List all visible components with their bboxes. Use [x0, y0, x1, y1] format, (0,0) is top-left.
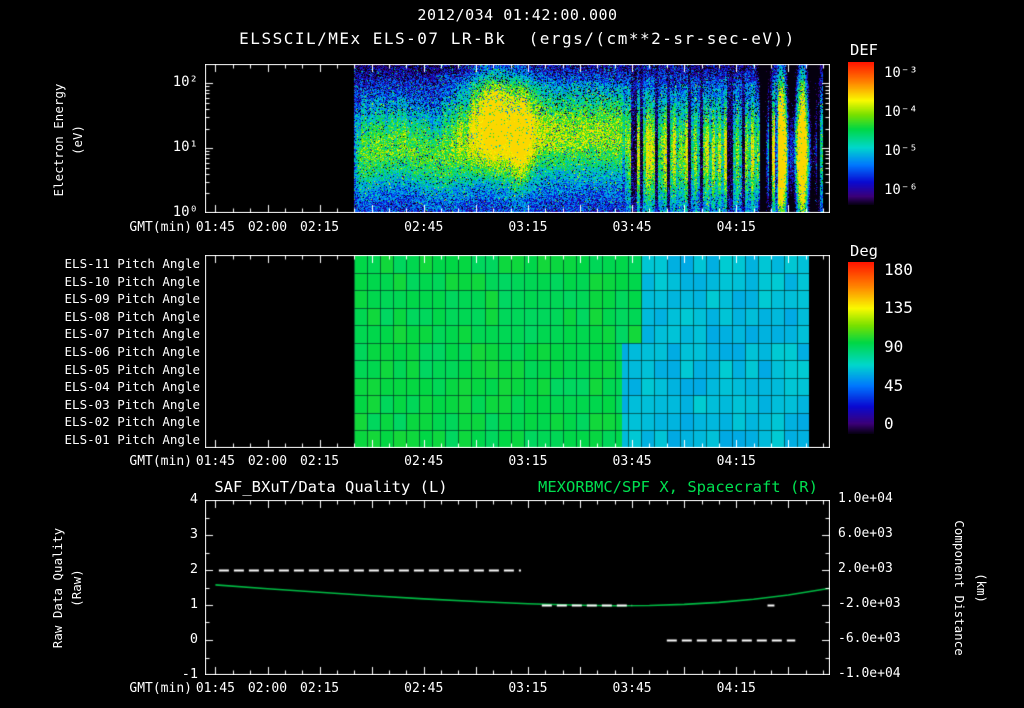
title-datetime: 2012/034 01:42:00.000 [417, 6, 618, 24]
x-tick-label: 03:45 [612, 220, 652, 235]
distance-tick-label: -1.0e+04 [838, 666, 901, 681]
quality-tick-label: 2 [189, 561, 198, 577]
pitch-row-label: ELS-07 Pitch Angle [64, 326, 200, 342]
title-instrument: ELSSCIL/MEx ELS-07 LR-Bk (ergs/(cm**2-sr… [239, 29, 796, 48]
def-colorbar-tick-label: 10⁻³ [884, 64, 918, 81]
x-tick-label: 03:45 [612, 681, 652, 696]
deg-colorbar-tick-label: 90 [884, 337, 904, 356]
pitch-row-label: ELS-03 Pitch Angle [64, 396, 200, 412]
pitch-row-label: ELS-06 Pitch Angle [64, 344, 200, 359]
def-colorbar-tick-label: 10⁻⁴ [884, 103, 918, 120]
x-tick-label: 03:15 [508, 454, 548, 469]
pitch-row-label: ELS-10 Pitch Angle [64, 273, 200, 289]
distance-tick-label: 2.0e+03 [838, 561, 893, 576]
colorbar-deg-title: Deg [850, 242, 878, 260]
y-axis-label-raw-data-quality: Raw Data Quality [49, 527, 65, 649]
x-tick-label: 03:15 [508, 220, 548, 235]
energy-tick-label: 10² [172, 74, 198, 91]
pitch-row-label: ELS-02 Pitch Angle [64, 414, 200, 430]
x-tick-label: 02:00 [247, 454, 288, 469]
y-axis-label-ev-units: (eV) [69, 124, 85, 156]
y-axis-label-electron-energy: Electron Energy [50, 83, 66, 197]
deg-colorbar [848, 262, 874, 434]
pitch-row-label: ELS-11 Pitch Angle [64, 256, 200, 272]
energy-tick-label: 10⁰ [172, 204, 198, 220]
x-tick-label: 03:15 [508, 681, 548, 696]
deg-colorbar-tick-label: 0 [884, 414, 894, 434]
pitch-row-label: ELS-05 Pitch Angle [64, 361, 200, 377]
x-tick-label: 02:00 [247, 220, 288, 235]
quality-tick-label: 4 [189, 491, 198, 507]
bottom-left-title: SAF_BXuT/Data Quality (L) [214, 478, 448, 496]
gmt-axis-label: GMT(min) [129, 220, 192, 235]
x-tick-label: 04:15 [716, 220, 756, 235]
y-axis-label-raw-units: (Raw) [68, 569, 84, 607]
quality-tick-label: 3 [189, 526, 198, 542]
distance-tick-label: -2.0e+03 [838, 596, 901, 611]
deg-colorbar-tick-label: 135 [884, 298, 913, 318]
quality-tick-label: 1 [189, 596, 198, 612]
deg-colorbar-tick-label: 45 [884, 375, 904, 395]
pitch-row-label: ELS-09 Pitch Angle [64, 291, 200, 307]
x-tick-label: 01:45 [195, 681, 235, 696]
x-tick-label: 01:45 [195, 454, 235, 469]
x-tick-label: 01:45 [195, 220, 235, 235]
x-tick-label: 02:15 [300, 454, 340, 469]
distance-tick-label: 6.0e+03 [838, 526, 893, 541]
x-tick-label: 04:15 [716, 681, 756, 696]
electron-energy-spectrogram [205, 64, 830, 213]
pitch-row-label: ELS-01 Pitch Angle [64, 431, 200, 447]
y-axis-label-km-units: (km) [974, 572, 990, 604]
gmt-axis-label: GMT(min) [129, 681, 192, 696]
x-tick-label: 03:45 [612, 454, 652, 469]
x-tick-label: 04:15 [716, 454, 756, 469]
x-tick-label: 02:15 [300, 220, 340, 235]
y-axis-label-component-distance: Component Distance [952, 520, 968, 656]
def-colorbar [848, 62, 874, 205]
def-colorbar-tick-label: 10⁻⁶ [884, 182, 918, 199]
quality-tick-label: -1 [181, 666, 198, 682]
distance-tick-label: -6.0e+03 [838, 631, 901, 646]
pitch-row-label: ELS-08 Pitch Angle [64, 308, 200, 324]
pitch-row-label: ELS-04 Pitch Angle [64, 379, 200, 395]
x-tick-label: 02:15 [300, 681, 340, 696]
x-tick-label: 02:45 [404, 220, 444, 235]
distance-tick-label: 1.0e+04 [838, 491, 893, 506]
quality-distance-plot [205, 500, 830, 675]
def-colorbar-tick-label: 10⁻⁵ [884, 143, 918, 160]
quality-tick-label: 0 [189, 631, 198, 647]
x-tick-label: 02:45 [404, 681, 444, 696]
bottom-right-title: MEXORBMC/SPF X, Spacecraft (R) [538, 478, 818, 496]
x-tick-label: 02:00 [247, 681, 288, 696]
x-tick-label: 02:45 [404, 454, 444, 469]
gmt-axis-label: GMT(min) [129, 454, 192, 469]
colorbar-def-title: DEF [850, 41, 878, 59]
deg-colorbar-tick-label: 180 [884, 259, 913, 279]
pitch-angle-heatmap [205, 255, 830, 448]
energy-tick-label: 10¹ [172, 139, 198, 156]
